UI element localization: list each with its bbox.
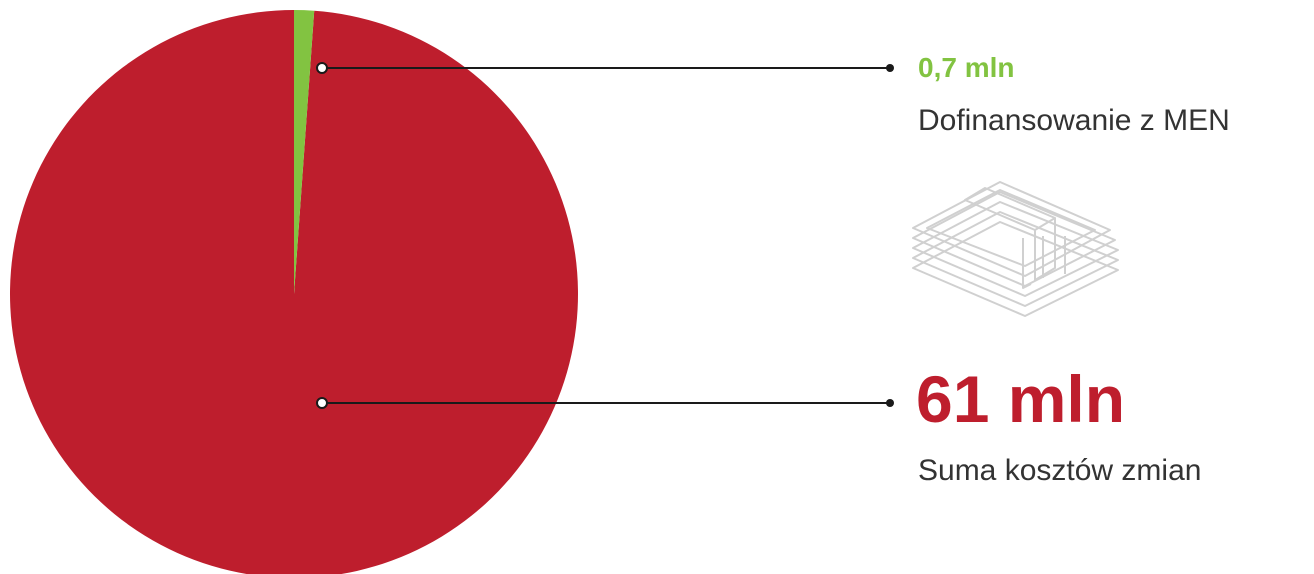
slice-description-red: Suma kosztów zmian [918,454,1202,487]
slice-description-green: Dofinansowanie z MEN [918,104,1230,137]
slice-value-label-red: 61 mln [916,362,1126,436]
leader-start-green [316,62,328,74]
leader-end-green [886,64,894,72]
pie-slice-red [10,10,578,574]
banknote-stack-icon [912,181,1119,317]
leader-end-red [886,399,894,407]
leader-start-red [316,397,328,409]
pie-slice-green [294,10,315,294]
slice-value-label-green: 0,7 mln [918,52,1015,83]
